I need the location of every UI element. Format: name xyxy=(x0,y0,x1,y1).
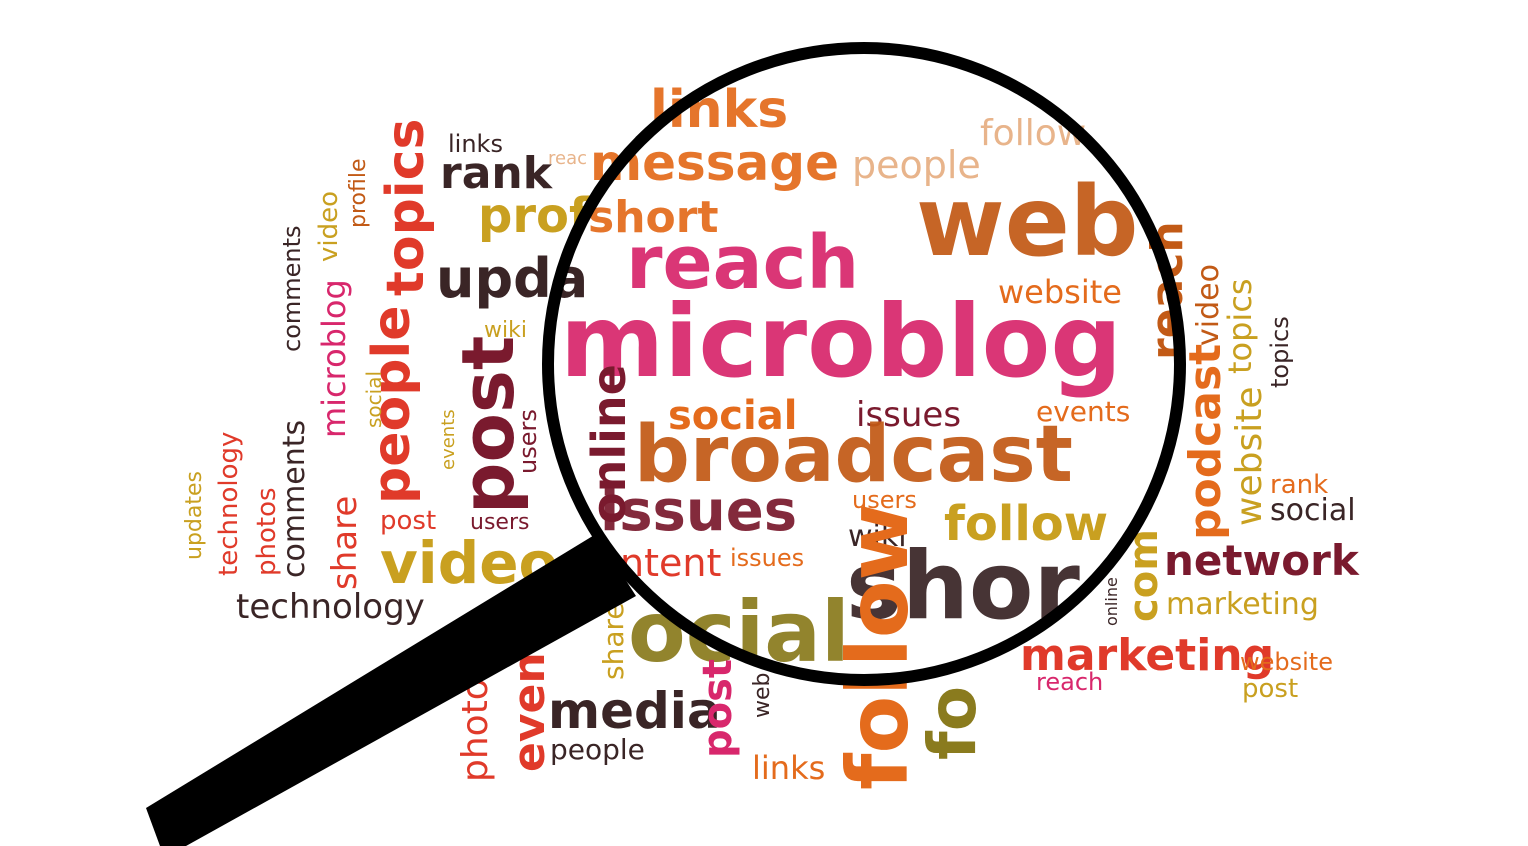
word-marketing: marketing xyxy=(1166,587,1319,622)
word-issues: issues xyxy=(600,479,798,544)
word-users: users xyxy=(852,486,917,514)
word-links: links xyxy=(752,749,826,787)
word-marketing: marketing xyxy=(1020,630,1275,681)
word-short: short xyxy=(588,192,719,243)
word-technology: technology xyxy=(236,587,425,627)
word-follow: follow xyxy=(944,496,1109,552)
word-rank: rank xyxy=(1270,470,1329,500)
word-events: events xyxy=(1036,395,1131,428)
word-wiki: wiki xyxy=(484,318,527,343)
magnifier-handle xyxy=(146,534,636,846)
word-social: social xyxy=(668,393,798,439)
word-wiki: wiki xyxy=(848,519,907,554)
word-reach: reach xyxy=(626,220,860,306)
word-media: media xyxy=(548,682,721,740)
word-social: social xyxy=(1270,493,1356,528)
word-reac: reac xyxy=(548,148,588,169)
word-reach: reach xyxy=(1036,668,1104,696)
word-broadcast: broadcast xyxy=(634,410,1073,500)
word-issues: issues xyxy=(730,544,805,572)
magnifier-lens-ring xyxy=(542,42,1186,686)
word-website: website xyxy=(998,273,1122,311)
word-post: post xyxy=(1242,674,1299,704)
word-web: web xyxy=(916,166,1139,278)
word-post: post xyxy=(380,506,437,536)
word-microblog: microblog xyxy=(560,283,1122,400)
word-links: links xyxy=(448,130,503,158)
word-network: network xyxy=(1164,536,1359,585)
word-issues: issues xyxy=(856,395,962,435)
word-shor: shor xyxy=(846,532,1080,641)
word-website: website xyxy=(1240,648,1333,676)
word-users: users xyxy=(470,510,530,535)
word-people: people xyxy=(852,143,981,187)
word-people: people xyxy=(550,733,645,766)
word-rank: rank xyxy=(440,148,552,199)
